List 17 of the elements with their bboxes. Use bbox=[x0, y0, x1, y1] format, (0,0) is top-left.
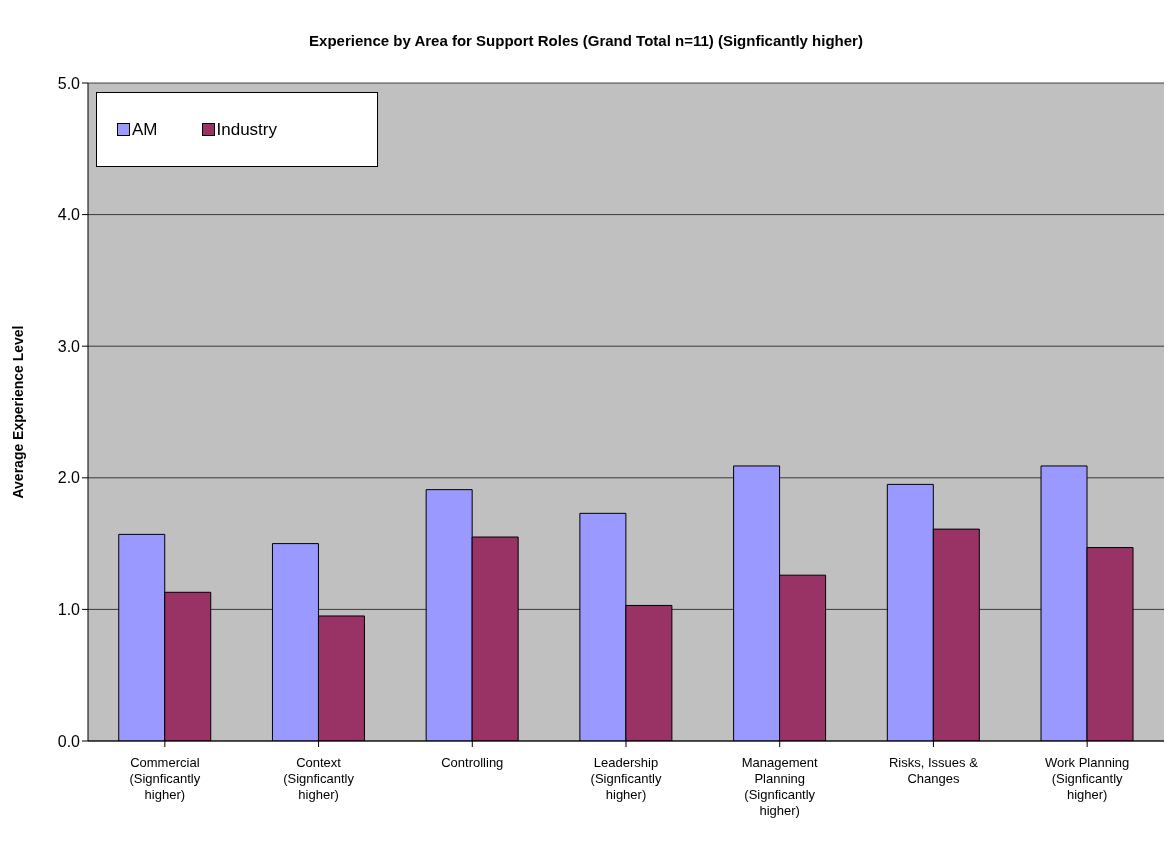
y-tick-label: 1.0 bbox=[57, 601, 81, 619]
legend-label: Industry bbox=[216, 119, 277, 140]
y-tick-label: 5.0 bbox=[57, 74, 81, 92]
chart-title: Experience by Area for Support Roles (Grand Total n=11) (Signficantly higher) bbox=[308, 31, 864, 51]
x-tick-label: Work Planning (Signficantly higher) bbox=[1044, 755, 1130, 802]
y-tick-label: 0.0 bbox=[57, 732, 81, 750]
x-tick-label: Risks, Issues & Changes bbox=[889, 755, 979, 786]
x-tick-label: Leadership (Signficantly higher) bbox=[590, 755, 662, 802]
y-axis-title: Average Experience Level bbox=[9, 325, 26, 499]
x-tick-label: Controlling bbox=[441, 755, 504, 770]
x-tick-label: Commercial (Signficantly higher) bbox=[129, 755, 201, 802]
x-tick-label: Context (Signficantly higher) bbox=[283, 755, 355, 802]
y-tick-label: 2.0 bbox=[57, 469, 81, 487]
x-tick-label: Management Planning (Signficantly higher) bbox=[741, 755, 819, 818]
y-tick-label: 4.0 bbox=[57, 206, 81, 224]
y-tick-label: 3.0 bbox=[57, 337, 81, 355]
legend-label: AM bbox=[132, 119, 158, 140]
